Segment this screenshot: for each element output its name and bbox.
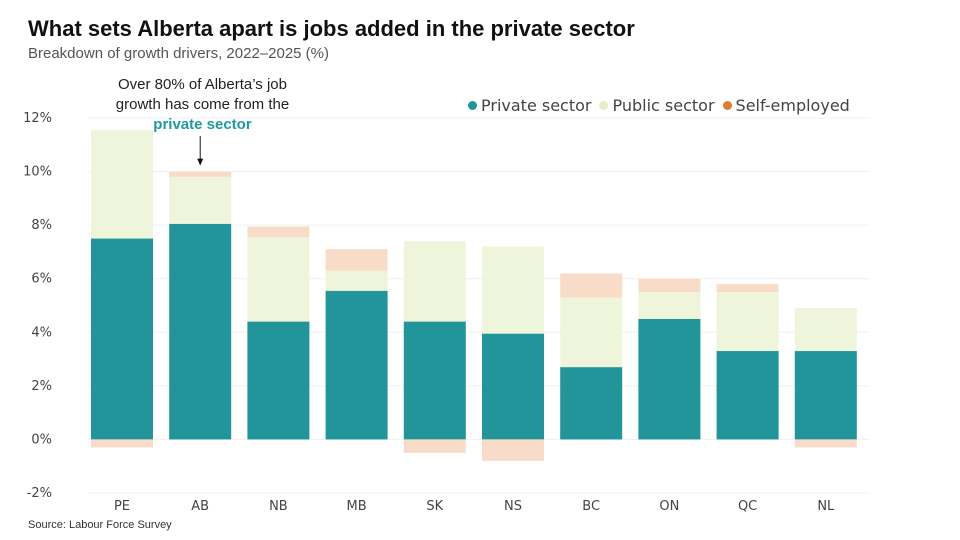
x-tick-label: AB (191, 499, 209, 514)
x-tick-label: NB (269, 499, 288, 514)
y-tick-label: 10% (23, 165, 52, 180)
x-tick-label: QC (738, 499, 757, 514)
legend-marker-private (468, 101, 477, 110)
y-tick-label: 6% (31, 272, 52, 287)
x-tick-label: BC (582, 499, 600, 514)
bar-self-employed (91, 439, 153, 448)
chart-title: What sets Alberta apart is jobs added in… (28, 16, 635, 41)
bar-public-sector (716, 292, 779, 352)
bar-private-sector (247, 321, 310, 440)
bar-public-sector (247, 237, 310, 322)
chart-legend: Private sector Public sector Self-employ… (468, 96, 850, 115)
y-tick-label: -2% (27, 486, 52, 501)
legend-label-public: Public sector (612, 96, 715, 115)
annotation-highlight: private sector (153, 116, 252, 133)
annotation-arrow-head (197, 158, 204, 166)
bar-self-employed (169, 171, 232, 177)
bar-private-sector (325, 290, 388, 440)
y-tick-label: 8% (31, 218, 52, 233)
legend-item-public: Public sector (599, 96, 715, 115)
bar-self-employed (794, 439, 857, 448)
x-tick-label: ON (659, 499, 679, 514)
x-tick-label: NL (817, 499, 835, 514)
bar-public-sector (638, 292, 701, 319)
bar-private-sector (638, 318, 701, 440)
bar-self-employed (247, 226, 310, 238)
bar-public-sector (560, 297, 623, 368)
bar-public-sector (794, 308, 857, 352)
source-note: Source: Labour Force Survey (28, 519, 172, 531)
y-tick-label: 4% (31, 325, 52, 340)
chart-subtitle: Breakdown of growth drivers, 2022–2025 (… (28, 45, 329, 62)
bar-self-employed (638, 278, 701, 293)
bar-self-employed (325, 249, 388, 271)
annotation-line-2: growth has come from the (115, 96, 290, 113)
bar-self-employed (482, 439, 544, 461)
bar-public-sector (482, 246, 544, 334)
x-tick-label: SK (426, 499, 443, 514)
legend-marker-public (599, 101, 609, 110)
bar-private-sector (794, 351, 857, 440)
legend-marker-self (722, 101, 732, 110)
legend-label-self: Self-employed (735, 96, 850, 115)
annotation-callout: Over 80% of Alberta’s job growth has com… (100, 75, 305, 135)
legend-label-private: Private sector (481, 96, 592, 115)
bar-private-sector (169, 223, 232, 440)
bar-private-sector (403, 321, 466, 440)
annotation-line-1: Over 80% of Alberta’s job (118, 76, 287, 93)
bar-private-sector (716, 351, 779, 440)
y-tick-label: 12% (23, 111, 52, 126)
bar-public-sector (403, 241, 466, 322)
bar-private-sector (560, 367, 623, 440)
bar-self-employed (403, 439, 466, 453)
x-tick-label: PE (114, 499, 130, 514)
legend-item-self: Self-employed (722, 96, 850, 115)
y-tick-label: 2% (31, 379, 52, 394)
legend-item-private: Private sector (468, 96, 591, 115)
y-tick-label: 0% (31, 432, 52, 447)
bar-private-sector (91, 238, 153, 440)
x-tick-label: MB (347, 499, 367, 514)
bar-self-employed (716, 284, 779, 293)
bar-public-sector (91, 130, 153, 239)
bar-private-sector (482, 333, 544, 440)
x-tick-label: NS (504, 499, 522, 514)
bar-public-sector (169, 176, 232, 224)
bar-self-employed (560, 273, 623, 298)
bar-public-sector (325, 270, 388, 291)
